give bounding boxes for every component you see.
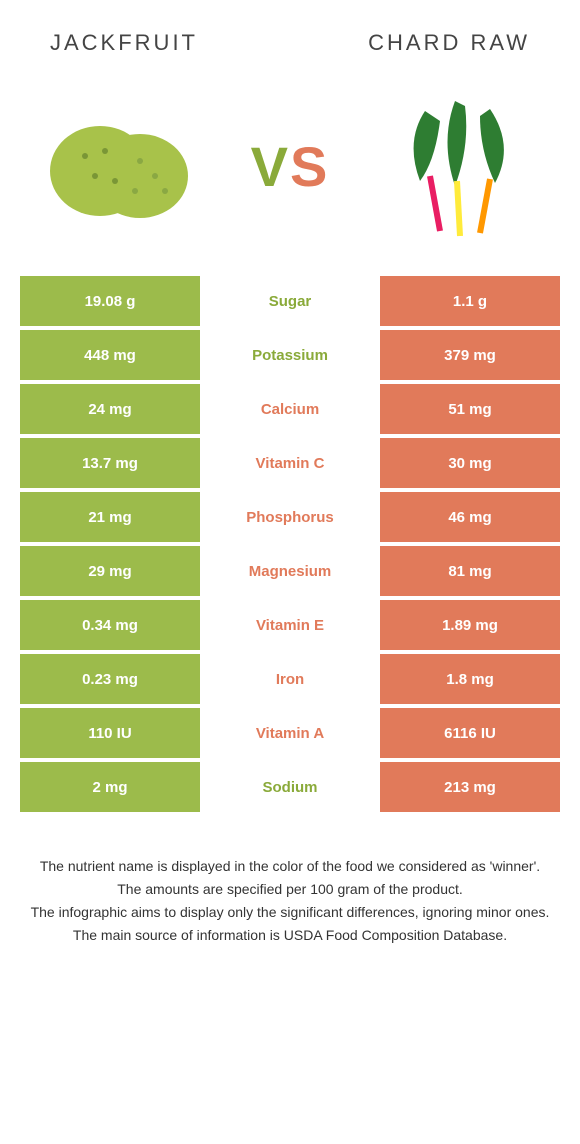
left-value: 0.23 mg	[20, 654, 200, 704]
footnote-line: The infographic aims to display only the…	[30, 902, 550, 923]
left-value: 110 IU	[20, 708, 200, 758]
left-value: 0.34 mg	[20, 600, 200, 650]
nutrient-label: Magnesium	[200, 546, 380, 596]
table-row: 448 mgPotassium379 mg	[20, 330, 560, 380]
hero-row: VS	[0, 66, 580, 276]
nutrient-label: Iron	[200, 654, 380, 704]
right-value: 379 mg	[380, 330, 560, 380]
chard-image	[380, 86, 540, 246]
jackfruit-image	[40, 86, 200, 246]
footnote-line: The nutrient name is displayed in the co…	[30, 856, 550, 877]
table-row: 13.7 mgVitamin C30 mg	[20, 438, 560, 488]
footnote-line: The main source of information is USDA F…	[30, 925, 550, 946]
nutrient-label: Phosphorus	[200, 492, 380, 542]
left-value: 29 mg	[20, 546, 200, 596]
left-food-title: Jackfruit	[50, 30, 198, 56]
table-row: 110 IUVitamin A6116 IU	[20, 708, 560, 758]
right-value: 1.1 g	[380, 276, 560, 326]
vs-v: V	[251, 135, 290, 198]
right-food-title: chard raw	[368, 30, 530, 56]
nutrient-label: Vitamin C	[200, 438, 380, 488]
right-value: 30 mg	[380, 438, 560, 488]
nutrient-label: Potassium	[200, 330, 380, 380]
table-row: 0.23 mgIron1.8 mg	[20, 654, 560, 704]
left-value: 21 mg	[20, 492, 200, 542]
left-value: 24 mg	[20, 384, 200, 434]
right-value: 81 mg	[380, 546, 560, 596]
vs-s: S	[290, 135, 329, 198]
right-value: 6116 IU	[380, 708, 560, 758]
right-value: 1.8 mg	[380, 654, 560, 704]
right-value: 51 mg	[380, 384, 560, 434]
footnote-line: The amounts are specified per 100 gram o…	[30, 879, 550, 900]
left-value: 13.7 mg	[20, 438, 200, 488]
table-row: 29 mgMagnesium81 mg	[20, 546, 560, 596]
left-value: 19.08 g	[20, 276, 200, 326]
table-row: 19.08 gSugar1.1 g	[20, 276, 560, 326]
nutrient-label: Sodium	[200, 762, 380, 812]
table-row: 2 mgSodium213 mg	[20, 762, 560, 812]
vs-label: VS	[251, 134, 330, 199]
right-value: 1.89 mg	[380, 600, 560, 650]
nutrient-label: Vitamin A	[200, 708, 380, 758]
table-row: 0.34 mgVitamin E1.89 mg	[20, 600, 560, 650]
header: Jackfruit chard raw	[0, 0, 580, 66]
footnotes: The nutrient name is displayed in the co…	[0, 816, 580, 946]
left-value: 2 mg	[20, 762, 200, 812]
table-row: 24 mgCalcium51 mg	[20, 384, 560, 434]
right-value: 213 mg	[380, 762, 560, 812]
table-row: 21 mgPhosphorus46 mg	[20, 492, 560, 542]
nutrient-table: 19.08 gSugar1.1 g448 mgPotassium379 mg24…	[0, 276, 580, 812]
nutrient-label: Calcium	[200, 384, 380, 434]
left-value: 448 mg	[20, 330, 200, 380]
right-value: 46 mg	[380, 492, 560, 542]
nutrient-label: Sugar	[200, 276, 380, 326]
nutrient-label: Vitamin E	[200, 600, 380, 650]
